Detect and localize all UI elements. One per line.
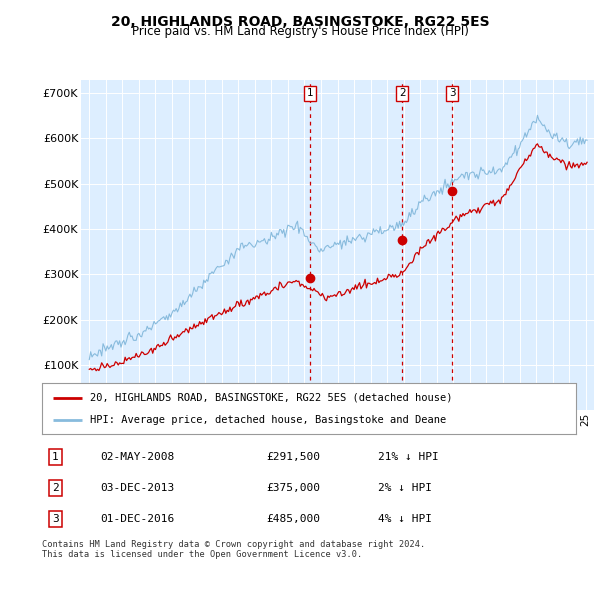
Text: Price paid vs. HM Land Registry's House Price Index (HPI): Price paid vs. HM Land Registry's House … — [131, 25, 469, 38]
Text: HPI: Average price, detached house, Basingstoke and Deane: HPI: Average price, detached house, Basi… — [90, 415, 446, 425]
Text: 21% ↓ HPI: 21% ↓ HPI — [379, 452, 439, 462]
Text: 1: 1 — [52, 452, 59, 462]
Text: 3: 3 — [52, 514, 59, 525]
Text: 1: 1 — [307, 88, 313, 98]
Text: £485,000: £485,000 — [266, 514, 320, 525]
Text: 20, HIGHLANDS ROAD, BASINGSTOKE, RG22 5ES (detached house): 20, HIGHLANDS ROAD, BASINGSTOKE, RG22 5E… — [90, 392, 452, 402]
Text: 2: 2 — [399, 88, 406, 98]
Text: 4% ↓ HPI: 4% ↓ HPI — [379, 514, 433, 525]
Text: 3: 3 — [449, 88, 455, 98]
Text: 2: 2 — [52, 483, 59, 493]
Text: Contains HM Land Registry data © Crown copyright and database right 2024.
This d: Contains HM Land Registry data © Crown c… — [42, 540, 425, 559]
Text: 03-DEC-2013: 03-DEC-2013 — [101, 483, 175, 493]
Text: 01-DEC-2016: 01-DEC-2016 — [101, 514, 175, 525]
Text: 02-MAY-2008: 02-MAY-2008 — [101, 452, 175, 462]
Text: 2% ↓ HPI: 2% ↓ HPI — [379, 483, 433, 493]
Text: 20, HIGHLANDS ROAD, BASINGSTOKE, RG22 5ES: 20, HIGHLANDS ROAD, BASINGSTOKE, RG22 5E… — [110, 15, 490, 29]
Text: £375,000: £375,000 — [266, 483, 320, 493]
Text: £291,500: £291,500 — [266, 452, 320, 462]
